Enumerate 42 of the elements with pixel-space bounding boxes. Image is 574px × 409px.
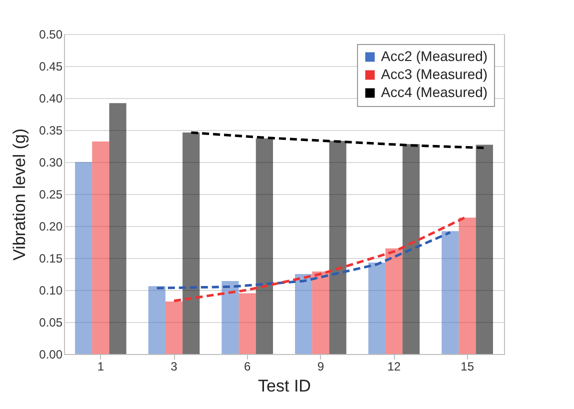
x-tick-label: 9 [317, 360, 324, 374]
y-tick-label: 0.40 [39, 92, 63, 106]
y-tick-label: 0.00 [39, 348, 63, 362]
bar [182, 132, 200, 354]
bar [148, 286, 166, 354]
x-tick-label: 1 [97, 360, 104, 374]
bar [92, 142, 110, 354]
y-axis-title: Vibration level (g) [10, 128, 30, 260]
y-tick-label: 0.05 [39, 316, 63, 330]
bar [368, 262, 386, 354]
bar [476, 144, 493, 354]
bar [238, 293, 256, 354]
bar [458, 218, 476, 354]
bar [312, 271, 330, 354]
bar [222, 281, 239, 354]
y-tick-label: 0.25 [39, 188, 63, 202]
bar [256, 138, 273, 354]
bar [442, 231, 459, 354]
bar [385, 248, 403, 354]
bar [295, 274, 312, 354]
x-tick-label: 3 [170, 360, 178, 374]
x-tick-label: 15 [460, 360, 474, 374]
y-tick-label: 0.30 [39, 156, 63, 170]
y-tick-label: 0.20 [39, 220, 63, 234]
y-tick-label: 0.15 [39, 252, 63, 266]
legend-label: Acc3 (Measured) [381, 66, 488, 82]
x-axis-title: Test ID [258, 376, 311, 396]
line-series [190, 131, 486, 150]
x-tick-label: 6 [244, 360, 251, 374]
line-series [156, 231, 452, 290]
x-tick-label: 12 [387, 360, 401, 374]
bar [109, 103, 126, 354]
legend-label: Acc2 (Measured) [381, 48, 488, 64]
bar [402, 144, 420, 354]
y-tick-label: 0.45 [39, 60, 63, 74]
y-tick-label: 0.50 [39, 28, 63, 42]
bar [329, 140, 346, 354]
legend-label: Acc4 (Measured) [381, 84, 488, 100]
y-tick-label: 0.10 [39, 284, 63, 298]
bar [165, 302, 183, 354]
bar [75, 162, 92, 354]
y-tick-label: 0.35 [39, 124, 63, 138]
